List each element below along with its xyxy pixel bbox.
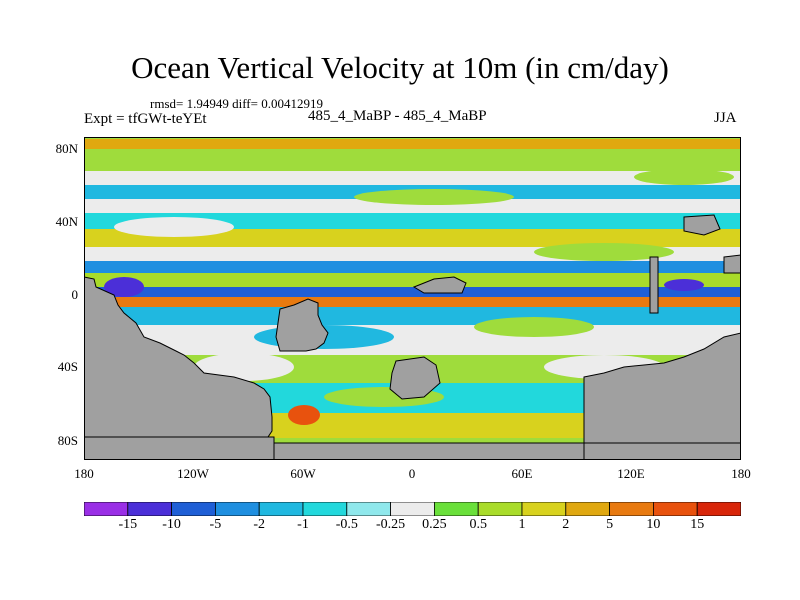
field-patch [664,279,704,291]
lat-label: 40N [55,214,78,229]
case-label: 485_4_MaBP - 485_4_MaBP [308,108,487,124]
lon-label: 60W [290,466,316,481]
plot-title: Ocean Vertical Velocity at 10m (in cm/da… [131,50,669,85]
land-south-america [84,276,273,444]
land-east-column [649,256,659,314]
field-band [84,139,741,149]
experiment-label: Expt = tfGWt-teYEt [84,111,207,127]
colorbar-label: 1 [518,517,526,532]
season-label: JJA [714,110,737,126]
land-bottom-right [583,442,741,460]
colorbar-label: -1 [297,517,309,532]
field-patch [474,317,594,337]
colorbar-box [477,502,523,516]
lon-label: 60E [511,466,533,481]
field-patch [194,353,294,381]
field-band [84,229,741,247]
lon-label: 120W [177,466,209,481]
field-band [84,199,741,213]
colorbar-box [84,502,129,516]
colorbar-label: -15 [118,517,138,532]
colorbar-box [390,502,435,516]
colorbar-box [609,502,654,516]
land-bottom-strip [259,442,585,460]
colorbar-box [696,502,741,516]
colorbar-box [171,502,216,516]
colorbar-label: -5 [209,517,222,532]
colorbar-box [302,502,348,516]
colorbar-label: 5 [606,517,614,532]
field-band [84,287,741,297]
land-africa [275,298,329,352]
lon-label: 180 [731,466,751,481]
field-band [84,307,741,325]
map-plot [84,137,741,460]
lat-label: 40S [57,359,78,374]
colorbar-box [127,502,172,516]
lat-label: 80S [57,433,78,448]
colorbar-label: 0.25 [422,517,447,532]
field-band [84,273,741,287]
colorbar-box [258,502,304,516]
field-band [84,261,741,273]
lon-label: 0 [408,466,416,481]
colorbar [84,502,741,516]
lat-label: 0 [71,287,79,302]
stats-label: rmsd= 1.94949 diff= 0.00412919 [150,96,323,111]
colorbar-label: 0.5 [469,517,487,532]
colorbar-label: -2 [253,517,266,532]
land-island [389,356,441,400]
field-band [84,171,741,185]
field-patch [288,405,320,425]
colorbar-label: -0.25 [376,517,406,532]
colorbar-label: -10 [162,517,181,532]
colorbar-label: 10 [646,517,661,532]
field-patch [114,217,234,237]
field-band [84,213,741,229]
colorbar-box [521,502,567,516]
land-east-strip [723,254,741,274]
colorbar-box [565,502,610,516]
lon-label: 180 [74,466,94,481]
land-south-row [84,436,275,460]
land-ne-block [683,214,721,236]
field-band [84,325,741,355]
field-patch [104,277,144,297]
colorbar-label: 2 [562,517,570,532]
lon-label: 120E [617,466,645,481]
field-patch [534,243,674,261]
land [84,214,741,460]
colorbar-label: 15 [690,517,705,532]
colorbar-box [346,502,391,516]
field-band [84,297,741,307]
land-maritime [412,276,467,294]
plot-frame [84,137,741,460]
lat-label: 80N [55,141,78,156]
field-patch [634,169,734,185]
colorbar-box [433,502,479,516]
field-patch [354,189,514,205]
colorbar-box [653,502,698,516]
colorbar-box [214,502,260,516]
colorbar-label: -0.5 [335,517,358,532]
field-band [84,149,741,171]
